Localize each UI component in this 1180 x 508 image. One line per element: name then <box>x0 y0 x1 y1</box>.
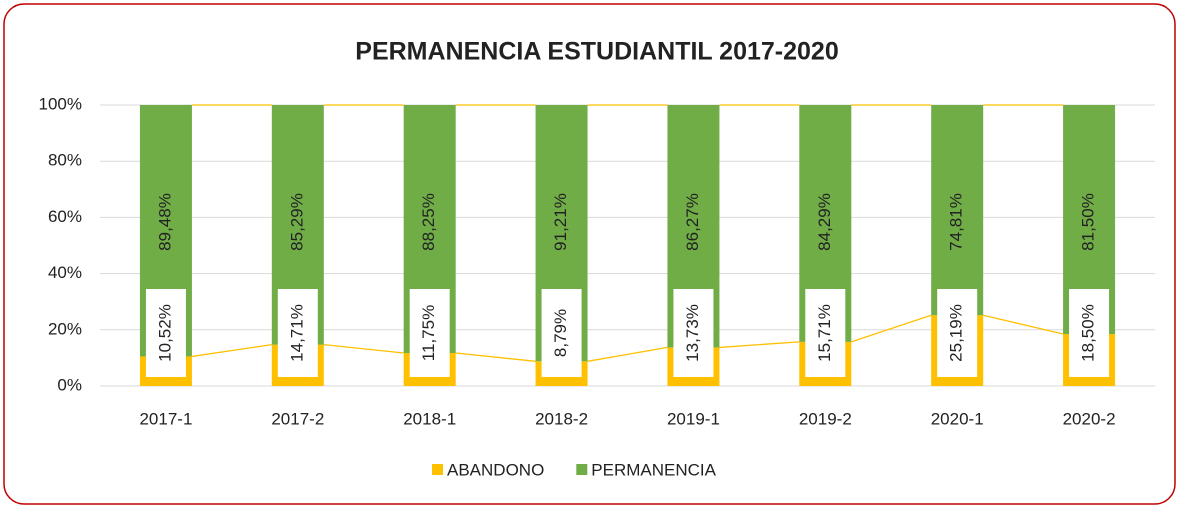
series-line <box>983 314 1064 335</box>
data-label-box <box>673 289 714 377</box>
data-label: 88,25% <box>419 193 438 251</box>
data-label-box <box>541 289 582 377</box>
data-label: 11,75% <box>419 305 438 361</box>
data-label: 8,79% <box>551 309 570 357</box>
data-label-box <box>1069 289 1110 377</box>
data-label: 81,50% <box>1079 193 1098 251</box>
bar-segment <box>931 105 984 316</box>
data-label: 86,27% <box>683 193 702 251</box>
series-line <box>455 352 536 362</box>
x-tick-label: 2018-2 <box>535 409 588 428</box>
data-label: 15,71% <box>815 304 834 362</box>
data-label-box <box>277 289 318 377</box>
series-line <box>719 341 800 349</box>
data-label: 84,29% <box>815 193 834 251</box>
data-label-box <box>937 289 978 377</box>
legend-swatch <box>576 464 588 475</box>
series-line <box>851 314 932 343</box>
x-tick-label: 2020-2 <box>1063 409 1116 428</box>
data-label-box <box>805 289 846 377</box>
data-label: 25,19% <box>947 304 966 362</box>
y-tick-label: 80% <box>48 151 82 170</box>
data-label: 85,29% <box>287 193 306 251</box>
y-tick-label: 20% <box>48 319 82 338</box>
series-line <box>587 346 668 362</box>
series-line <box>191 344 272 358</box>
y-tick-label: 100% <box>39 94 82 113</box>
legend-label: ABANDONO <box>447 460 544 479</box>
x-tick-label: 2017-1 <box>139 409 192 428</box>
legend-swatch <box>432 464 443 475</box>
data-label: 74,81% <box>947 193 966 251</box>
data-label: 10,52% <box>155 304 174 362</box>
x-tick-label: 2019-1 <box>667 409 720 428</box>
data-label: 14,71% <box>287 304 306 362</box>
chart-title: PERMANENCIA ESTUDIANTIL 2017-2020 <box>355 38 838 66</box>
x-tick-label: 2018-1 <box>403 409 456 428</box>
y-tick-label: 60% <box>48 207 82 226</box>
data-label-box <box>145 289 186 377</box>
legend-label: PERMANENCIA <box>591 460 716 479</box>
data-label-box <box>409 289 450 377</box>
x-tick-label: 2017-2 <box>271 409 324 428</box>
y-tick-label: 40% <box>48 263 82 282</box>
x-tick-label: 2019-2 <box>799 409 852 428</box>
series-line <box>323 344 404 354</box>
data-label: 91,21% <box>551 193 570 251</box>
data-label: 89,48% <box>155 193 174 251</box>
y-tick-label: 0% <box>57 375 82 394</box>
data-label: 18,50% <box>1079 304 1098 362</box>
x-tick-label: 2020-1 <box>931 409 984 428</box>
data-label: 13,73% <box>683 304 702 362</box>
